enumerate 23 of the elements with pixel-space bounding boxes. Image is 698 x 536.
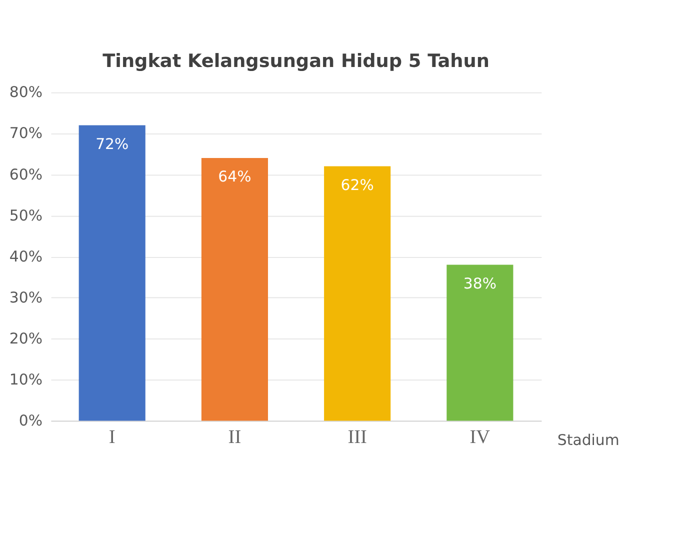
data-label: 64% <box>218 168 252 186</box>
data-label: 72% <box>96 134 129 153</box>
y-tick-label: 70% <box>9 124 42 142</box>
x-tick-label: I <box>108 427 116 448</box>
y-tick-label: 20% <box>9 329 42 348</box>
data-label: 62% <box>340 176 374 194</box>
y-tick-label: 60% <box>9 165 42 184</box>
x-axis-title: Stadium <box>557 430 620 449</box>
y-tick-label: 80% <box>9 83 42 102</box>
y-tick-label: 10% <box>9 370 42 389</box>
bar <box>78 125 146 421</box>
y-tick-label: 30% <box>9 288 42 306</box>
y-tick-label: 50% <box>9 206 42 224</box>
x-tick-label: IV <box>470 427 490 448</box>
bar <box>324 166 391 421</box>
x-tick-label: II <box>228 427 242 448</box>
bar <box>201 158 268 421</box>
chart-title: Tingkat Kelangsungan Hidup 5 Tahun <box>102 50 490 72</box>
bar <box>446 264 514 421</box>
data-label: 38% <box>463 274 496 292</box>
y-tick-label: 0% <box>18 412 42 430</box>
x-tick-label: III <box>348 427 367 448</box>
y-tick-label: 40% <box>9 247 42 266</box>
